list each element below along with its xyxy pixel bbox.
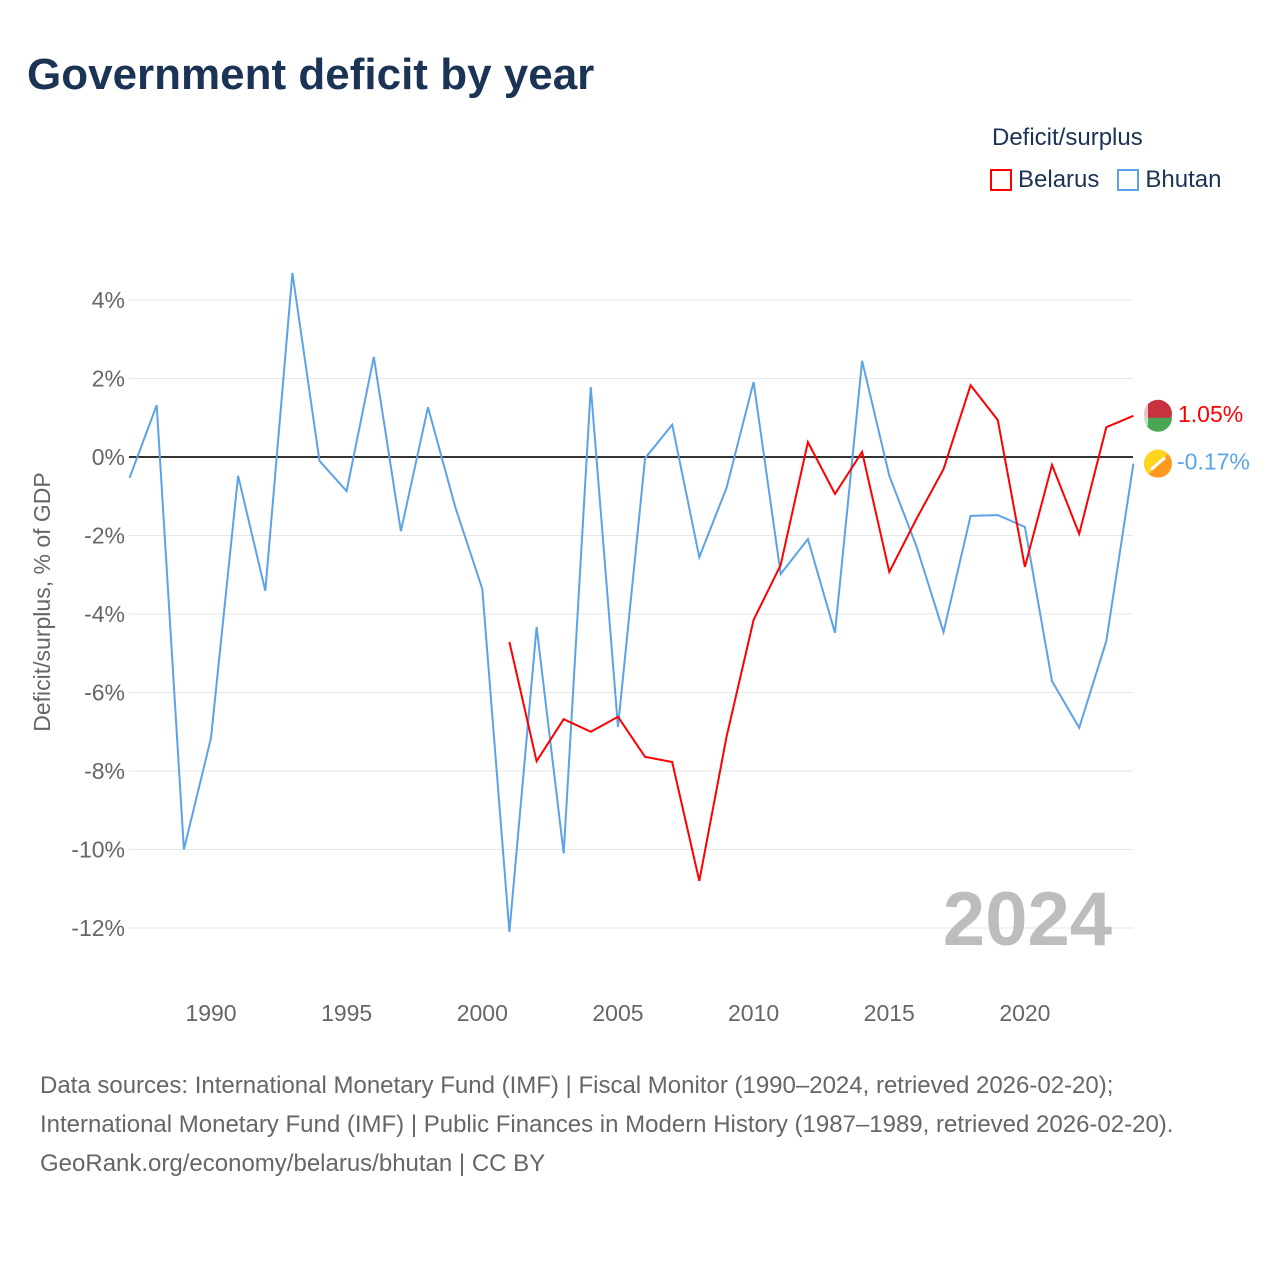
footer: Data sources: International Monetary Fun… [40, 1066, 1240, 1183]
y-tick-label: -10% [71, 837, 125, 863]
y-tick-label: 4% [92, 287, 125, 313]
legend-item-belarus[interactable]: Belarus [990, 166, 1099, 194]
legend-swatch-bhutan [1117, 169, 1140, 191]
y-tick-label: -8% [84, 758, 125, 784]
legend: Belarus Bhutan [990, 166, 1221, 194]
belarus-flag-icon-green [1144, 417, 1172, 432]
series-line-bhutan [128, 272, 1135, 932]
x-tick-label: 1995 [321, 1000, 372, 1026]
bhutan-flag-icon-dragon [1150, 456, 1166, 471]
line-chart: 4% 2% 0% -2% -4% -6% -8% -10% -12% 1990 1995 2000 20… [29, 272, 1250, 1026]
end-label-bhutan: -0.17% [1177, 449, 1250, 475]
belarus-flag-icon-ornament [1144, 401, 1148, 426]
x-tick-label: 1990 [185, 1000, 236, 1026]
credit-link[interactable]: GeoRank.org/economy/belarus/bhutan | CC … [40, 1150, 546, 1177]
legend-label: Belarus [1018, 166, 1100, 193]
legend-label: Bhutan [1145, 166, 1222, 193]
y-axis-label: Deficit/surplus, % of GDP [29, 472, 55, 731]
data-sources: Data sources: International Monetary Fun… [40, 1072, 1174, 1138]
y-tick-label: 0% [92, 444, 125, 470]
y-tick-label: -12% [71, 915, 125, 941]
series-line-belarus [508, 383, 1134, 882]
year-watermark: 2024 [943, 877, 1112, 962]
bhutan-flag-icon-yellow [1144, 449, 1168, 475]
end-label-belarus: 1.05% [1178, 401, 1243, 427]
x-tick-label: 2015 [864, 1000, 915, 1026]
legend-title: Deficit/surplus [992, 124, 1143, 151]
y-tick-label: -4% [84, 601, 125, 627]
y-tick-label: 2% [92, 366, 125, 392]
x-tick-label: 2005 [592, 1000, 643, 1026]
legend-item-bhutan[interactable]: Bhutan [1117, 166, 1221, 194]
legend-swatch-belarus [990, 169, 1012, 191]
y-tick-label: -6% [84, 680, 125, 706]
chart-title: Government deficit by year [27, 50, 595, 99]
x-tick-label: 2020 [999, 1000, 1050, 1026]
x-tick-label: 2000 [457, 1000, 508, 1026]
y-tick-label: -2% [84, 523, 125, 549]
x-tick-label: 2010 [728, 1000, 779, 1026]
